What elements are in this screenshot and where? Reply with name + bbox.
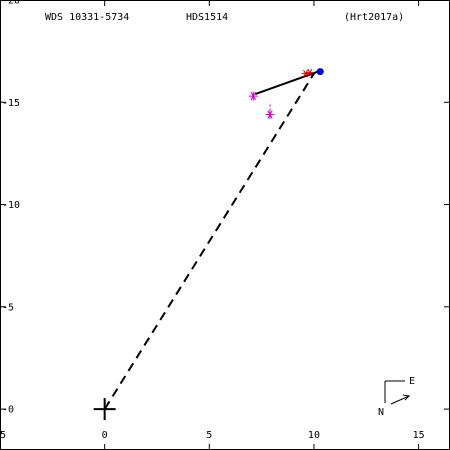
compass-east-label: E — [409, 376, 415, 387]
y-tick-label: -15 — [2, 98, 20, 109]
compass-north-label: N — [378, 407, 384, 418]
observation-asterisk — [265, 110, 275, 120]
y-tick-label: -20 — [2, 0, 20, 7]
observation-dot — [316, 68, 324, 76]
x-axis-ticks: -5 0 5 10 15 — [0, 0, 425, 450]
x-tick-label: 0 — [102, 430, 108, 441]
observation-star — [305, 68, 314, 77]
asterisk-stroke — [307, 68, 313, 77]
y-tick-label: -5 — [2, 302, 14, 313]
observation-star — [301, 69, 310, 78]
orbit-lines — [93, 70, 319, 421]
compass-arrow-head — [402, 394, 411, 401]
y-axis-ticks: -0 -5 -10 -15 -20 — [0, 0, 450, 416]
y-tick-label: -0 — [2, 405, 14, 416]
observation-asterisk — [248, 91, 258, 101]
x-tick-label: 10 — [308, 430, 320, 441]
primary-to-secondary-dashed-line — [103, 73, 315, 410]
y-tick-label: -10 — [2, 200, 20, 211]
asterisk-stroke — [303, 69, 309, 78]
x-tick-label: 5 — [206, 430, 212, 441]
compass-motion-arrow — [390, 395, 410, 405]
x-tick-label: -5 — [0, 430, 6, 441]
compass-rose: E N — [378, 376, 415, 418]
header-reference: (Hrt2017a) — [344, 12, 404, 23]
header-discoverer: HDS1514 — [186, 12, 228, 23]
header-wds-id: WDS 10331-5734 — [45, 12, 129, 23]
observation-marks — [248, 68, 324, 120]
x-tick-label: 15 — [413, 430, 425, 441]
